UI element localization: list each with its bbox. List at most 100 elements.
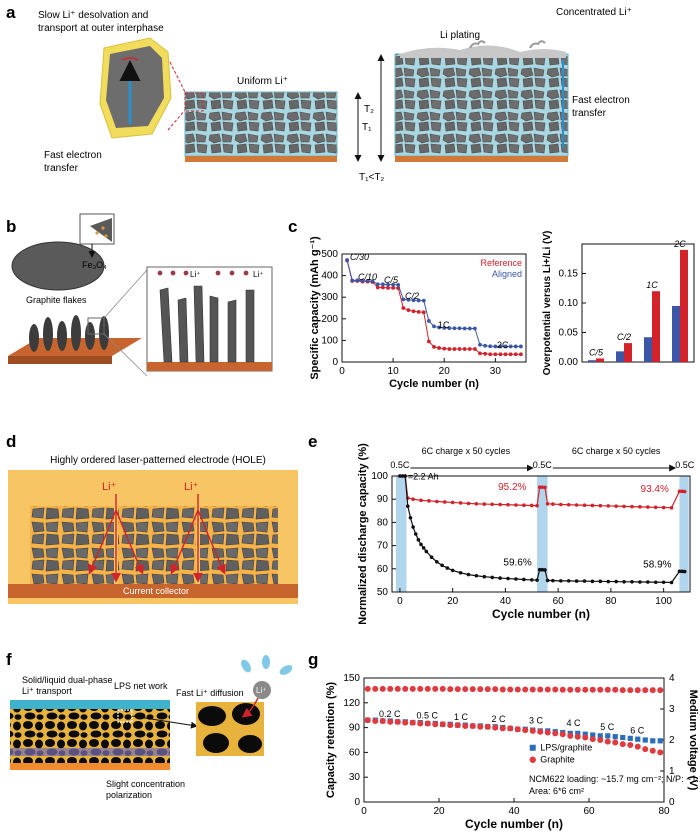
- e-ytick-label: 60: [377, 564, 389, 575]
- text-transfer-left: transfer: [44, 163, 79, 174]
- g-point-circle: [372, 717, 379, 724]
- li-flux-arrows: [88, 494, 226, 583]
- e-ytick-label: 90: [377, 494, 389, 505]
- g-ytick-label: 90: [349, 723, 361, 734]
- c-left-point: [447, 326, 452, 330]
- e-annotation-hole-1: 95.2%: [498, 482, 526, 493]
- panel-label-d: d: [6, 432, 16, 451]
- text-concentrated-li: Concentrated Li⁺: [556, 7, 632, 18]
- c-right-ytick-label: 0.05: [559, 328, 579, 339]
- e-point: [406, 504, 410, 508]
- text-fast-electron-left: Fast electron: [44, 150, 102, 161]
- g-point-circle: [379, 717, 386, 724]
- c-left-point: [493, 344, 498, 349]
- g-legend-marker: [529, 744, 536, 751]
- e-point: [408, 515, 413, 520]
- e-point: [506, 576, 510, 581]
- electrode-thin: [184, 91, 338, 157]
- e-point: [450, 500, 455, 505]
- e-point: [543, 485, 547, 490]
- g-point-circle: [492, 686, 499, 693]
- text-slight-concentration: Slight concentration: [106, 779, 185, 789]
- text-polarization: polarization: [106, 790, 152, 800]
- e-point: [419, 498, 423, 503]
- g-point-circle: [484, 723, 491, 730]
- e-point: [574, 579, 579, 583]
- g-point-square: [590, 732, 596, 738]
- c-left-point: [426, 319, 431, 323]
- e-point: [482, 574, 487, 579]
- g-point-circle: [552, 686, 559, 693]
- c-left-point: [350, 278, 355, 283]
- c-right-bar: [588, 360, 596, 362]
- e-point: [545, 502, 550, 506]
- c-right-category-label: C/2: [617, 332, 631, 342]
- rate-label-c2: C/2: [405, 291, 419, 301]
- current-collector-f: [10, 763, 170, 770]
- g-point-circle: [387, 685, 394, 692]
- g-point-circle: [469, 722, 476, 729]
- e-top-label: 0.5C: [533, 460, 553, 470]
- c-right-bar: [644, 337, 652, 362]
- g-point-circle: [604, 686, 611, 693]
- e-point: [566, 502, 571, 507]
- g-point-circle: [589, 736, 596, 743]
- e-xlabel: Cycle number (n): [492, 607, 590, 621]
- g-point-circle: [372, 685, 379, 692]
- c-left-point: [391, 286, 396, 290]
- e-point: [529, 503, 534, 508]
- c-left-point: [498, 344, 503, 349]
- e-point: [450, 568, 455, 573]
- panel-label-a: a: [6, 3, 16, 22]
- e-point: [638, 580, 642, 584]
- text-slow-desolvation: Slow Li⁺ desolvation and: [38, 10, 148, 21]
- e-point: [661, 505, 666, 510]
- c-left-point: [518, 344, 523, 349]
- c-left-point: [391, 282, 396, 287]
- g-point-square: [627, 735, 633, 741]
- g-point-circle: [409, 719, 416, 726]
- e-point: [411, 497, 415, 502]
- rate-label-1c: 1C: [438, 320, 450, 330]
- e-point: [419, 542, 423, 547]
- g-point-circle: [462, 686, 469, 693]
- g-note: NCM622 loading: ~15.7 mg cm⁻²; N/P: ~1.1: [529, 774, 700, 784]
- text-graphite-flakes: Graphite flakes: [26, 295, 87, 305]
- g-point-circle: [522, 686, 529, 693]
- electrode-thick: [394, 53, 569, 157]
- panel-e: e 0 20 40 60 80 100 50 60 70 80 90 100 Cycle number …: [308, 432, 695, 625]
- e-point: [424, 549, 429, 554]
- c-left-point: [421, 310, 426, 315]
- g-point-circle: [567, 732, 574, 739]
- g-point-circle: [597, 686, 604, 693]
- e-point: [482, 502, 487, 506]
- e-point: [630, 504, 634, 509]
- e-point: [653, 505, 658, 510]
- g-point-circle: [634, 743, 641, 750]
- c-left-point: [437, 325, 442, 330]
- text-li-plating: Li plating: [440, 30, 480, 41]
- c-left-point: [380, 285, 385, 290]
- e-ytick-label: 70: [377, 541, 389, 552]
- c-left-point: [488, 344, 493, 349]
- c-right-bar: [652, 291, 660, 362]
- e-point: [582, 579, 587, 583]
- e-point: [535, 503, 539, 508]
- g-point-circle: [402, 719, 409, 726]
- text-t1-less-t2: T₁<T₂: [359, 172, 384, 183]
- e-point: [646, 505, 650, 509]
- c-right-bar: [616, 351, 624, 362]
- text-li-f: Li⁺: [256, 686, 266, 695]
- e-point: [551, 578, 555, 583]
- g-point-circle: [364, 685, 371, 692]
- e-point: [582, 503, 587, 508]
- e-xtick-label: 40: [500, 596, 512, 607]
- e-point: [540, 567, 545, 572]
- e-point: [630, 579, 634, 584]
- e-point: [514, 577, 518, 581]
- c-left-point: [411, 298, 416, 303]
- e-point: [458, 501, 463, 505]
- g-point-circle: [424, 720, 431, 727]
